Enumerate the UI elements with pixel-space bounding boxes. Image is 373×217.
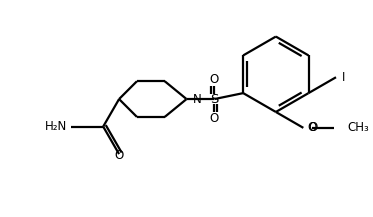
Text: CH₃: CH₃ xyxy=(347,121,369,134)
Text: S: S xyxy=(210,93,219,106)
Text: O: O xyxy=(308,121,317,134)
Text: O: O xyxy=(307,121,317,134)
Text: I: I xyxy=(342,71,345,84)
Text: O: O xyxy=(210,73,219,86)
Text: H₂N: H₂N xyxy=(45,120,68,133)
Text: N: N xyxy=(192,93,201,106)
Text: O: O xyxy=(115,149,124,162)
Text: O: O xyxy=(210,112,219,125)
